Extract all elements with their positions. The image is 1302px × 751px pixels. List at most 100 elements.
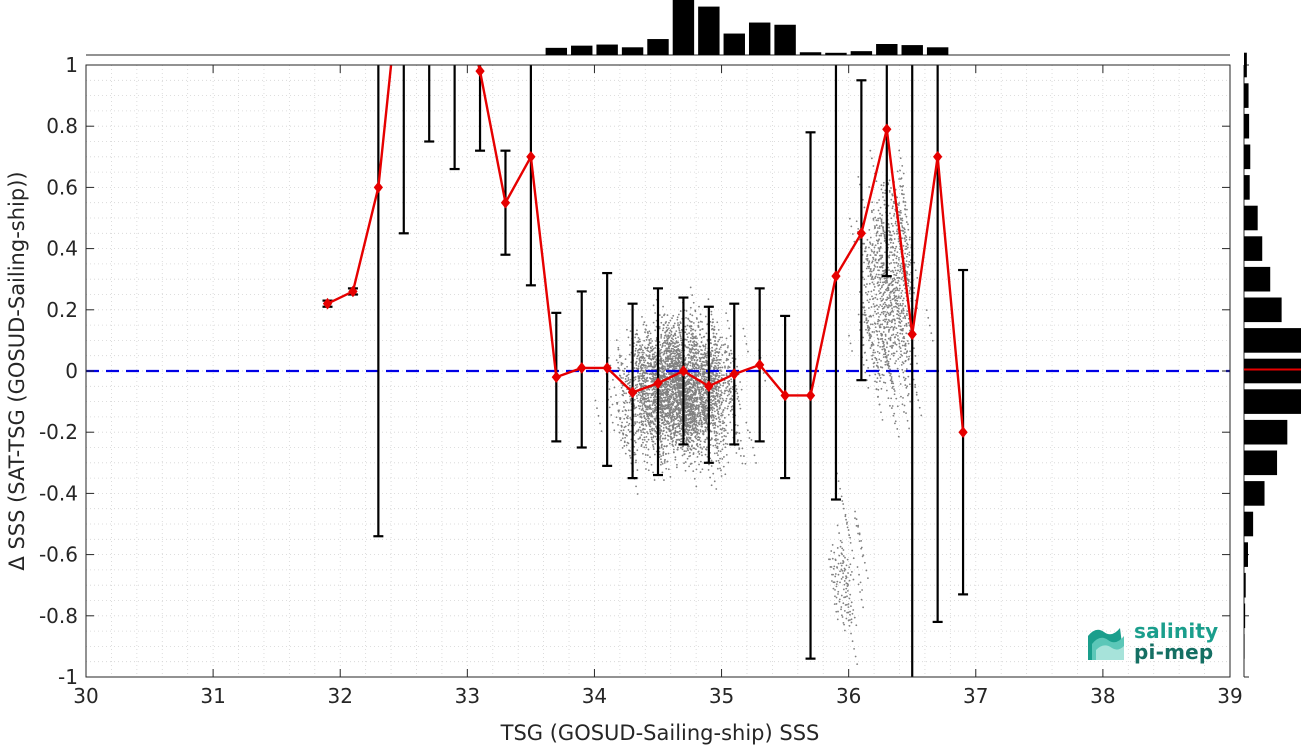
- scatter-point: [642, 439, 644, 441]
- scatter-point: [697, 451, 699, 453]
- scatter-point: [904, 405, 906, 407]
- scatter-point: [714, 397, 716, 399]
- scatter-point: [660, 461, 662, 463]
- scatter-point: [747, 351, 749, 353]
- scatter-point: [673, 327, 675, 329]
- scatter-point: [645, 420, 647, 422]
- scatter-point: [660, 458, 662, 460]
- scatter-point: [663, 445, 665, 447]
- scatter-point: [672, 427, 674, 429]
- scatter-point: [635, 363, 637, 365]
- scatter-point: [670, 407, 672, 409]
- scatter-point: [746, 343, 748, 345]
- scatter-point: [873, 289, 875, 291]
- scatter-point: [693, 411, 695, 413]
- scatter-point: [639, 426, 641, 428]
- scatter-point: [639, 416, 641, 418]
- scatter-point: [663, 427, 665, 429]
- scatter-point: [645, 359, 647, 361]
- scatter-point: [906, 216, 908, 218]
- scatter-point: [640, 346, 642, 348]
- scatter-point: [646, 348, 648, 350]
- scatter-point: [895, 282, 897, 284]
- scatter-point: [717, 388, 719, 390]
- scatter-point: [727, 365, 729, 367]
- scatter-point: [638, 358, 640, 360]
- scatter-point: [623, 429, 625, 431]
- scatter-point: [902, 403, 904, 405]
- scatter-point: [689, 313, 691, 315]
- scatter-point: [698, 372, 700, 374]
- scatter-point: [697, 425, 699, 427]
- scatter-point: [905, 352, 907, 354]
- scatter-point: [894, 352, 896, 354]
- scatter-point: [894, 323, 896, 325]
- scatter-point: [666, 461, 668, 463]
- scatter-point: [668, 327, 670, 329]
- scatter-point: [871, 277, 873, 279]
- scatter-point: [675, 337, 677, 339]
- scatter-point: [625, 381, 627, 383]
- scatter-point: [660, 322, 662, 324]
- scatter-point: [636, 367, 638, 369]
- scatter-point: [715, 460, 717, 462]
- scatter-point: [891, 305, 893, 307]
- scatter-point: [896, 317, 898, 319]
- scatter-point: [866, 359, 868, 361]
- scatter-point: [675, 428, 677, 430]
- scatter-point: [694, 383, 696, 385]
- scatter-point: [908, 279, 910, 281]
- scatter-point: [700, 399, 702, 401]
- scatter-point: [726, 358, 728, 360]
- scatter-point: [714, 427, 716, 429]
- scatter-point: [713, 390, 715, 392]
- scatter-point: [721, 354, 723, 356]
- scatter-point: [642, 364, 644, 366]
- scatter-point: [904, 240, 906, 242]
- scatter-point: [622, 370, 624, 372]
- scatter-point: [618, 411, 620, 413]
- scatter-point: [719, 421, 721, 423]
- scatter-point: [704, 391, 706, 393]
- scatter-point: [892, 242, 894, 244]
- scatter-point: [635, 459, 637, 461]
- scatter-point: [877, 362, 879, 364]
- scatter-point: [678, 326, 680, 328]
- scatter-point: [901, 193, 903, 195]
- scatter-point: [664, 459, 666, 461]
- scatter-point: [712, 406, 714, 408]
- scatter-point: [883, 222, 885, 224]
- scatter-point: [660, 344, 662, 346]
- scatter-point: [714, 411, 716, 413]
- scatter-point: [637, 469, 639, 471]
- scatter-point: [671, 409, 673, 411]
- scatter-point: [696, 337, 698, 339]
- scatter-point: [728, 414, 730, 416]
- scatter-point: [903, 313, 905, 315]
- scatter-point: [880, 314, 882, 316]
- scatter-point: [666, 431, 668, 433]
- scatter-point: [669, 330, 671, 332]
- scatter-point: [886, 326, 888, 328]
- scatter-point: [736, 452, 738, 454]
- scatter-point: [659, 454, 661, 456]
- scatter-point: [693, 364, 695, 366]
- scatter-point: [703, 354, 705, 356]
- scatter-point: [634, 337, 636, 339]
- scatter-point: [698, 306, 700, 308]
- scatter-point: [647, 400, 649, 402]
- scatter-point: [701, 349, 703, 351]
- scatter-point: [892, 278, 894, 280]
- scatter-point: [620, 439, 622, 441]
- scatter-point: [630, 457, 632, 459]
- scatter-point: [673, 419, 675, 421]
- scatter-point: [609, 388, 611, 390]
- scatter-point: [712, 377, 714, 379]
- scatter-point: [647, 406, 649, 408]
- scatter-point: [686, 437, 688, 439]
- scatter-point: [892, 284, 894, 286]
- scatter-point: [645, 354, 647, 356]
- scatter-point: [695, 363, 697, 365]
- scatter-point: [645, 405, 647, 407]
- scatter-point: [643, 361, 645, 363]
